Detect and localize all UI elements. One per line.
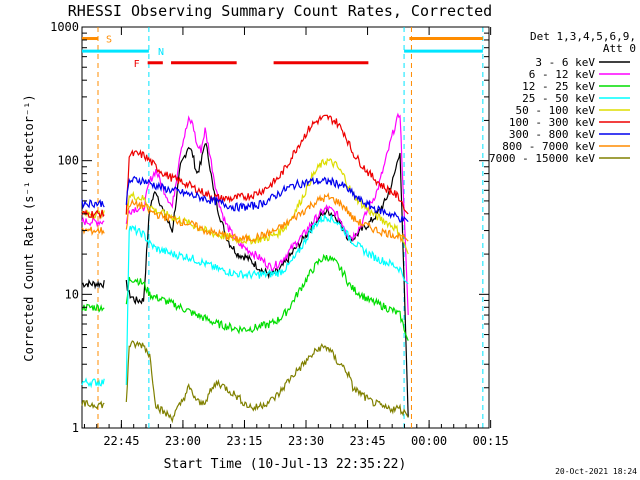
x-tick-label: 00:15	[473, 434, 509, 448]
legend-label: 6 - 12 keV	[529, 68, 596, 81]
legend-label: 3 - 6 keV	[535, 56, 595, 69]
series-line-25-50-kev	[81, 214, 409, 389]
series-line-800-7000-kev	[81, 192, 409, 243]
legend-label: 100 - 300 keV	[509, 116, 595, 129]
plot-area: SNF 22:45 23:00 23:15 23:30 23:45 00:00 00:15 …	[50, 20, 509, 448]
series-line-50-100-kev	[81, 157, 409, 255]
x-axis-ticks: 22:45 23:00 23:15 23:30 23:45 00:00 00:15	[83, 27, 509, 448]
state-flags: S N F	[82, 35, 483, 70]
series-lines	[81, 112, 409, 424]
x-tick-label: 23:00	[165, 434, 201, 448]
x-tick-label: 23:15	[226, 434, 262, 448]
plot-frame	[81, 26, 490, 429]
flag-label-f: F	[134, 59, 140, 70]
chart-title: RHESSI Observing Summary Count Rates, Co…	[68, 2, 492, 20]
event-markers	[97, 27, 484, 428]
legend-label: 50 - 100 keV	[516, 104, 596, 117]
y-tick-label: 100	[57, 154, 79, 168]
x-tick-label: 23:30	[288, 434, 324, 448]
series-line-100-300-kev	[81, 114, 409, 220]
y-tick-label: 10	[65, 287, 79, 301]
legend-label: 300 - 800 keV	[509, 128, 595, 141]
legend-header: Det 1,3,4,5,6,9,	[530, 30, 636, 43]
x-axis-label: Start Time (10-Jul-13 22:35:22)	[164, 457, 407, 472]
legend-subheader: Att 0	[603, 42, 636, 55]
series-line-3-6-kev	[81, 142, 409, 418]
flag-label-n: N	[158, 47, 164, 58]
y-axis-ticks: 1 10 100 1000	[50, 20, 489, 435]
y-axis-label: Corrected Count Rate (s⁻¹ detector⁻¹)	[22, 94, 36, 361]
x-tick-label: 23:45	[349, 434, 385, 448]
series-line-12-25-kev	[81, 253, 409, 341]
y-tick-label: 1000	[50, 20, 79, 34]
flag-label-s: S	[106, 35, 112, 46]
series-line-300-800-kev	[81, 175, 409, 223]
legend-label: 25 - 50 keV	[522, 92, 595, 105]
x-tick-label: 00:00	[411, 434, 447, 448]
legend-label: 800 - 7000 keV	[502, 140, 595, 153]
series-line-7000-15000-kev	[81, 340, 409, 424]
legend-label: 12 - 25 keV	[522, 80, 595, 93]
y-tick-label: 1	[72, 421, 79, 435]
series-line-6-12-kev	[81, 112, 409, 316]
legend-label: 7000 - 15000 keV	[489, 152, 595, 165]
footer-timestamp: 20-Oct-2021 18:24	[555, 467, 637, 476]
x-tick-label: 22:45	[103, 434, 139, 448]
